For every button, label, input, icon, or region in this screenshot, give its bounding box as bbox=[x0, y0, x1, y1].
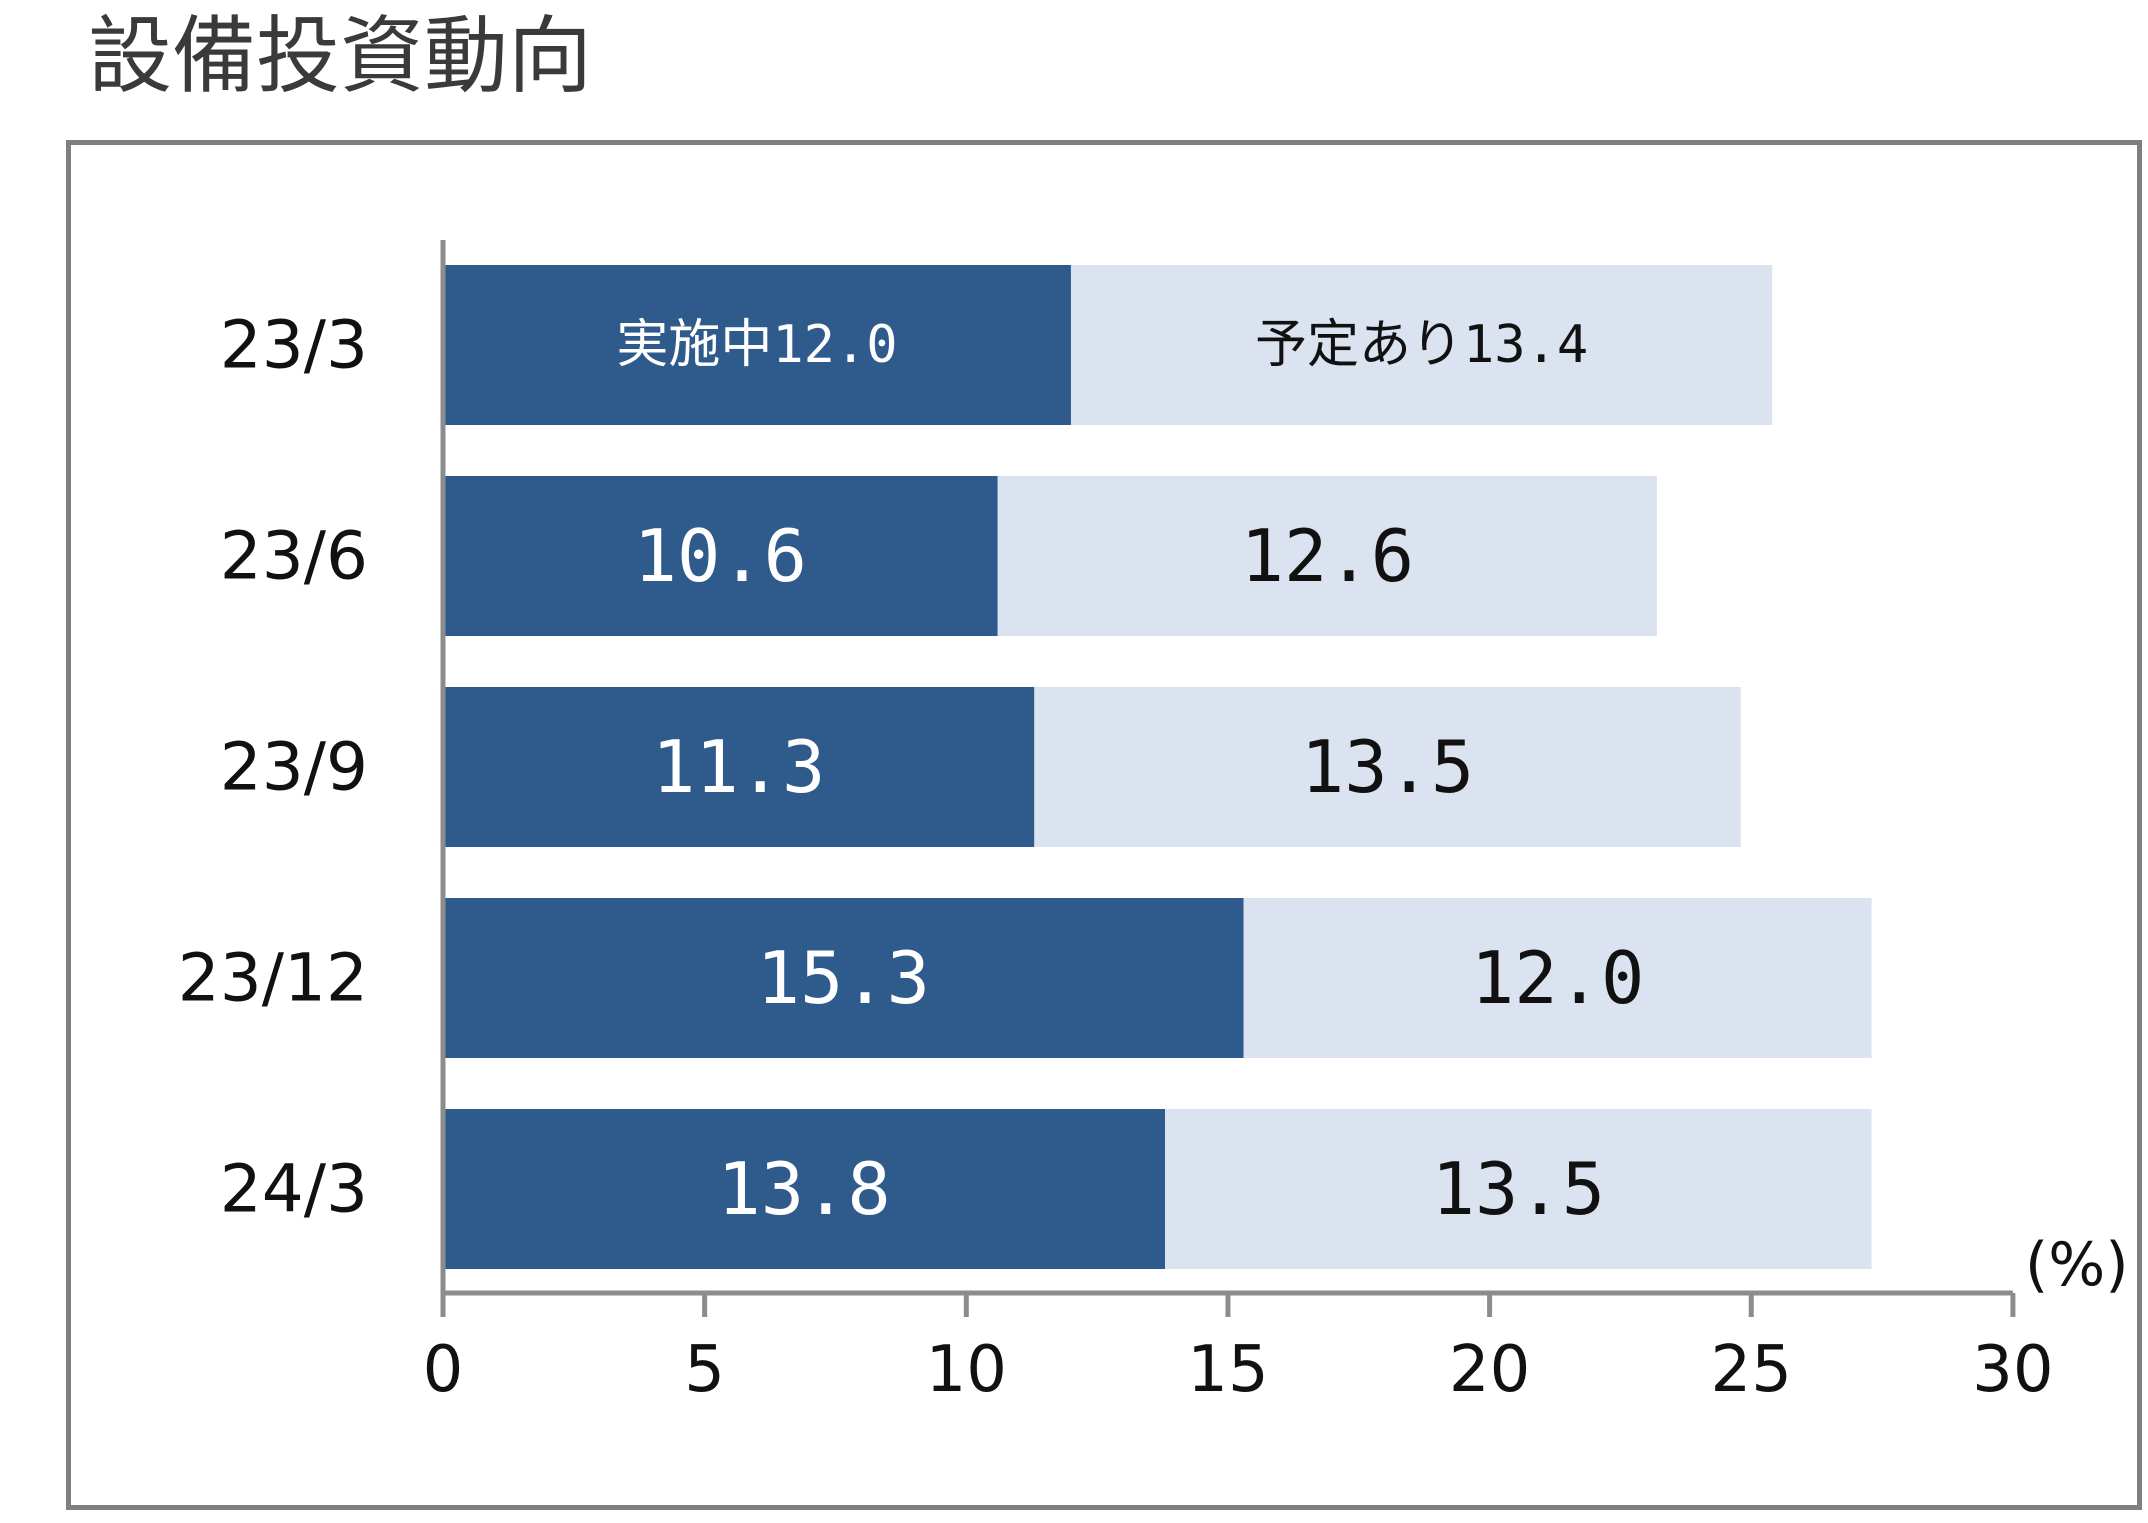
data-label-implementing-24-3: 13.8 bbox=[717, 1147, 890, 1231]
bar-implementing-24-3 bbox=[443, 1109, 1166, 1269]
category-label-23-12: 23/12 bbox=[178, 940, 368, 1017]
bar-implementing-23-3 bbox=[443, 265, 1071, 425]
data-label-planned-23-6: 12.6 bbox=[1241, 514, 1414, 598]
x-tick-label-15: 15 bbox=[1187, 1333, 1268, 1407]
bar-planned-24-3 bbox=[1165, 1109, 1872, 1269]
bar-implementing-23-6 bbox=[443, 476, 998, 636]
data-label-implementing-23-12: 15.3 bbox=[757, 936, 930, 1020]
data-label-planned-23-9: 13.5 bbox=[1301, 725, 1474, 809]
data-label-implementing-23-9: 11.3 bbox=[652, 725, 825, 809]
data-label-planned-24-3: 13.5 bbox=[1432, 1147, 1605, 1231]
data-label-implementing-23-3: 実施中12.0 bbox=[616, 315, 897, 375]
data-label-planned-23-12: 12.0 bbox=[1471, 936, 1644, 1020]
x-tick-label-10: 10 bbox=[926, 1333, 1007, 1407]
bar-planned-23-6 bbox=[997, 476, 1658, 636]
data-label-planned-23-3: 予定あり13.4 bbox=[1255, 315, 1588, 375]
bar-planned-23-12 bbox=[1243, 898, 1872, 1058]
bar-implementing-23-9 bbox=[443, 687, 1035, 847]
x-axis-unit-label: (%) bbox=[2025, 1230, 2129, 1300]
bar-planned-23-9 bbox=[1034, 687, 1741, 847]
x-tick-label-20: 20 bbox=[1449, 1333, 1530, 1407]
category-label-23-6: 23/6 bbox=[220, 518, 368, 595]
category-label-24-3: 24/3 bbox=[220, 1151, 368, 1228]
data-label-implementing-23-6: 10.6 bbox=[634, 514, 807, 598]
x-tick-label-5: 5 bbox=[684, 1333, 725, 1407]
x-tick-label-25: 25 bbox=[1711, 1333, 1792, 1407]
bar-implementing-23-12 bbox=[443, 898, 1244, 1058]
category-label-23-3: 23/3 bbox=[220, 307, 368, 384]
category-label-23-9: 23/9 bbox=[220, 729, 368, 806]
chart-title: 設備投資動向 bbox=[88, 7, 593, 105]
x-tick-label-0: 0 bbox=[423, 1333, 464, 1407]
x-tick-label-30: 30 bbox=[1972, 1333, 2053, 1407]
bar-planned-23-3 bbox=[1070, 265, 1773, 425]
